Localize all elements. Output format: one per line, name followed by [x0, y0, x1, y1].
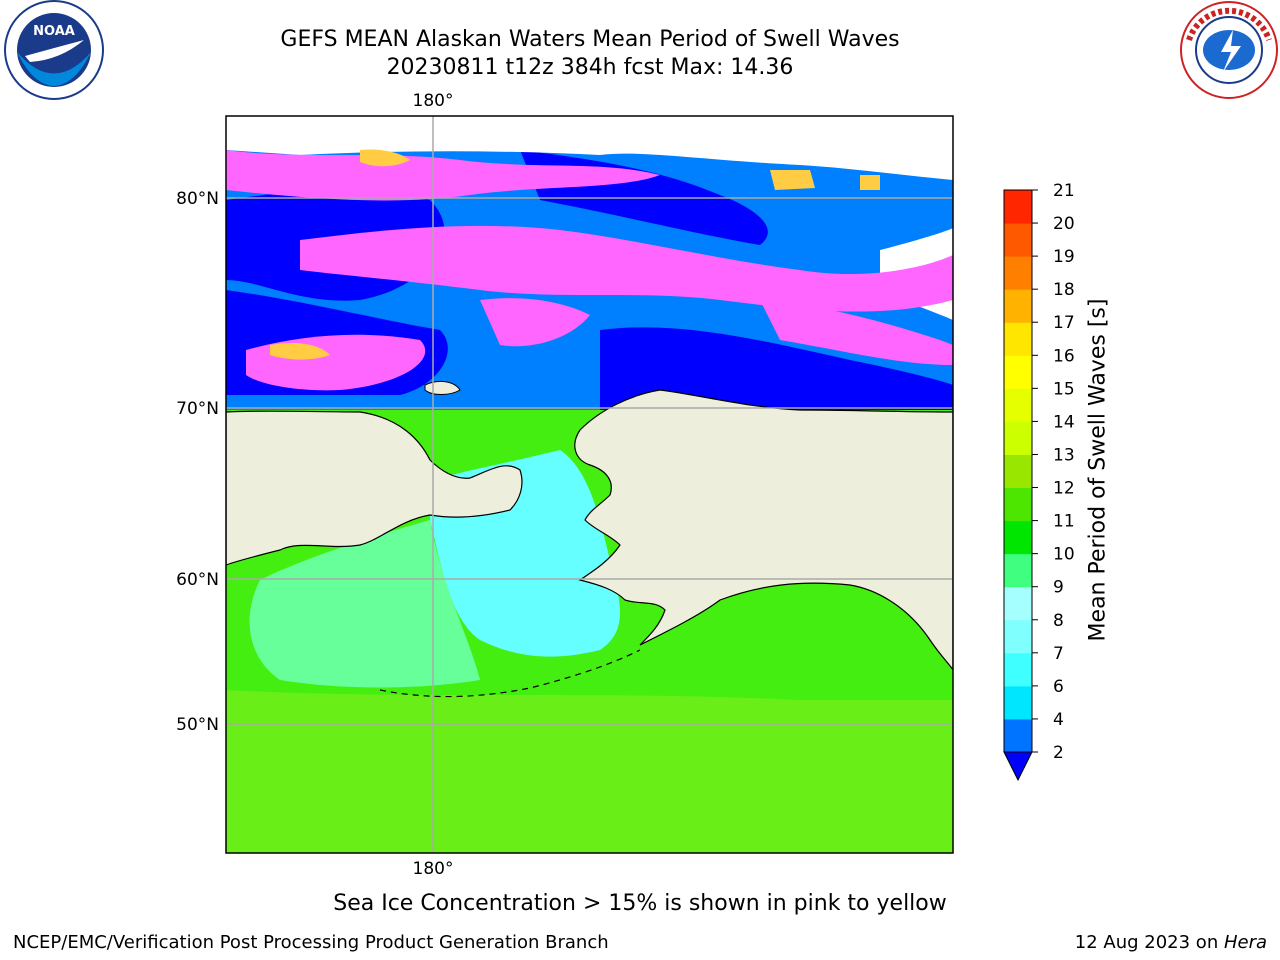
region-bering-seagreen	[249, 520, 480, 688]
region-ice-orange-1	[360, 149, 410, 167]
colorbar-segment	[1004, 685, 1032, 720]
colorbar-tick-label: 17	[1053, 313, 1075, 333]
region-pacific-yellowgreen	[226, 690, 953, 853]
lat-label-80n: 80°N	[176, 189, 219, 209]
colorbar-tick-label: 20	[1053, 214, 1075, 234]
colorbar-segment	[1004, 652, 1032, 687]
nws-logo	[1180, 1, 1278, 99]
colorbar-segment	[1004, 322, 1032, 356]
colorbar-tick-label: 4	[1053, 710, 1064, 730]
region-no-data-north	[226, 116, 953, 180]
lat-label-50n: 50°N	[176, 715, 219, 735]
colorbar-under-arrow	[1003, 751, 1033, 782]
colorbar-tick-label: 10	[1053, 545, 1075, 565]
lon-label-bottom: 180°	[413, 859, 454, 879]
land-alaska	[574, 389, 953, 672]
colorbar-tick-label: 19	[1053, 247, 1075, 267]
region-ice-north	[226, 150, 660, 201]
colorbar-tick-label: 7	[1053, 644, 1064, 664]
colorbar-segment	[1004, 289, 1032, 323]
colorbar-segment	[1004, 619, 1032, 654]
colorbar-tick-label: 11	[1053, 512, 1075, 532]
colorbar-tick-label: 18	[1053, 280, 1075, 300]
colorbar-segment	[1004, 454, 1032, 489]
lat-label-70n: 70°N	[176, 399, 219, 419]
colorbar-segment	[1004, 553, 1032, 588]
colorbar-tick-label: 15	[1053, 379, 1075, 399]
land-siberia	[226, 410, 523, 566]
colorbar-tick-label: 14	[1053, 412, 1075, 432]
region-ice-orange-3	[860, 175, 880, 190]
colorbar-segment	[1004, 421, 1032, 455]
chart-title: GEFS MEAN Alaskan Waters Mean Period of …	[280, 27, 900, 52]
region-ice-east	[760, 300, 953, 365]
lat-label-60n: 60°N	[176, 570, 219, 590]
colorbar-segment	[1004, 520, 1032, 555]
colorbar-title: Mean Period of Swell Waves [s]	[1085, 298, 1111, 642]
colorbar: 2 4 6 7 8 9 10 11 12 13 14 15 16 17 18 19 20 21	[1003, 181, 1075, 782]
footer-host: Hera	[1223, 932, 1267, 953]
colorbar-tick-label: 6	[1053, 677, 1064, 697]
footer-date-text: 12 Aug 2023 on	[1074, 932, 1224, 953]
colorbar-tick-label: 12	[1053, 479, 1075, 499]
region-ice-orange-2	[770, 170, 815, 190]
footer-date: 12 Aug 2023 on Hera	[1075, 932, 1267, 953]
colorbar-tick-label: 13	[1053, 445, 1075, 465]
colorbar-tick-label: 2	[1053, 743, 1064, 763]
noaa-logo: NOAA	[4, 0, 104, 100]
chart-subtitle: 20230811 t12z 384h fcst Max: 14.36	[386, 55, 794, 80]
colorbar-tick-label: 16	[1053, 346, 1075, 366]
aleutian-islands	[379, 649, 641, 698]
colorbar-segment	[1004, 718, 1032, 753]
region-ice-central	[300, 225, 953, 312]
colorbar-segment	[1004, 355, 1032, 389]
colorbar-tick-label: 21	[1053, 181, 1075, 201]
map-frame	[225, 115, 954, 854]
region-deep-blue-east	[600, 327, 953, 410]
footer-credit: NCEP/EMC/Verification Post Processing Pr…	[13, 932, 609, 953]
colorbar-segment	[1004, 388, 1032, 422]
region-ice-central-south	[480, 298, 590, 347]
region-ice-orange-4	[270, 343, 330, 360]
colorbar-segment	[1004, 487, 1032, 522]
colorbar-tick-label: 8	[1053, 611, 1064, 631]
noaa-logo-text: NOAA	[33, 24, 75, 39]
colorbar-tick-label: 9	[1053, 578, 1064, 598]
ice-note: Sea Ice Concentration > 15% is shown in …	[333, 891, 947, 916]
colorbar-segment	[1004, 256, 1032, 290]
colorbar-segment	[1004, 190, 1032, 224]
colorbar-segment	[1004, 586, 1032, 621]
colorbar-segment	[1004, 223, 1032, 257]
lon-label-top: 180°	[413, 91, 454, 111]
colorbar-frame	[1003, 189, 1033, 753]
